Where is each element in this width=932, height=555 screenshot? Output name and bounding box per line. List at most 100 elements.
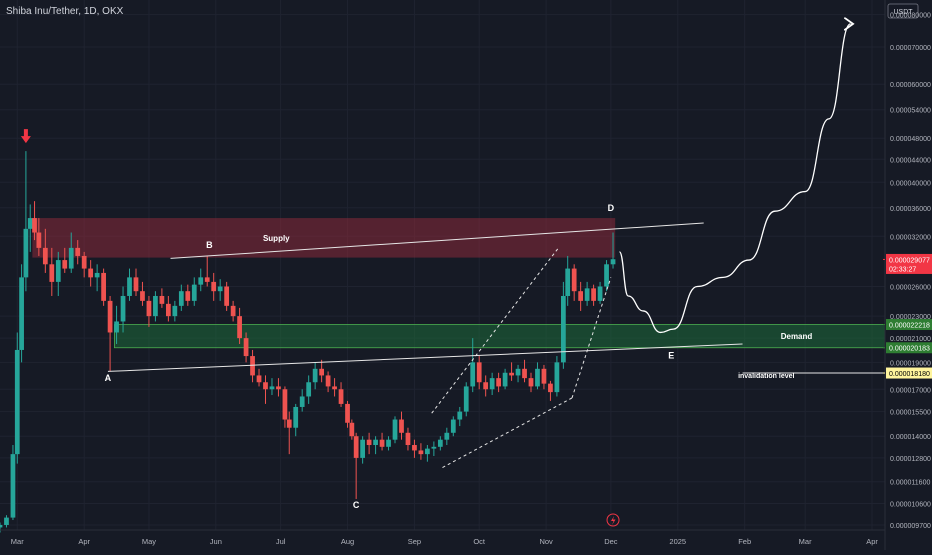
candle-body: [515, 368, 521, 376]
price-badge-label: 0.000029077: [889, 257, 930, 264]
candle-body: [250, 356, 255, 376]
candle-body: [483, 382, 489, 390]
channel-line: [442, 397, 573, 468]
candle-body: [386, 439, 391, 447]
x-tick-label: Nov: [539, 537, 553, 546]
point-label-d: D: [608, 203, 615, 213]
candle-body: [237, 316, 242, 339]
candle-body: [437, 439, 443, 447]
price-badge-label: 0.000022218: [889, 323, 930, 330]
lightning-icon: [606, 513, 620, 527]
candle-body: [349, 422, 355, 437]
candle-body: [353, 436, 359, 458]
y-tick-label: 0.000019000: [890, 360, 931, 367]
candle-body: [541, 368, 547, 384]
price-badge-label: 0.000018180: [889, 371, 930, 378]
trendlines: [107, 24, 885, 468]
candle-body: [14, 349, 20, 455]
candle-body: [489, 378, 495, 390]
candle-body: [373, 439, 378, 446]
candle-body: [425, 448, 430, 455]
price-badge: [886, 367, 932, 379]
candle-body: [107, 300, 113, 333]
projection-path: [618, 24, 851, 334]
candle-body: [312, 368, 318, 383]
y-tick-label: 0.000023000: [890, 314, 931, 321]
candle-body: [75, 247, 81, 256]
candle-body: [476, 362, 482, 383]
candle-body: [450, 419, 456, 433]
candle-body: [578, 291, 584, 301]
lower-trendline: [107, 343, 743, 372]
candle-body: [360, 439, 366, 458]
x-tick-label: Feb: [738, 537, 751, 546]
y-tick-label: 0.000032000: [890, 234, 931, 241]
candle-body: [554, 362, 560, 393]
candle-body: [610, 259, 616, 265]
x-tick-label: May: [142, 537, 156, 546]
demand-zone: [114, 324, 886, 349]
candle-body: [392, 419, 398, 440]
y-tick-label: 0.000048000: [890, 136, 931, 143]
y-tick-label: 0.000070000: [890, 45, 931, 52]
candle-body: [282, 389, 288, 420]
countdown-label: 02:33:27: [889, 266, 916, 273]
demand-zone-label: Demand: [781, 332, 813, 341]
price-badge: [886, 253, 932, 274]
y-tick-label: 0.000040000: [890, 180, 931, 187]
point-label-b: B: [206, 240, 213, 250]
candle-body: [509, 372, 514, 376]
candle-body: [604, 264, 609, 287]
candle-body: [405, 432, 411, 446]
candle-body: [153, 295, 158, 317]
candle-body: [42, 247, 48, 265]
candle-body: [133, 277, 139, 292]
x-tick-label: Oct: [473, 537, 486, 546]
candle-body: [159, 295, 165, 304]
x-tick-label: Jun: [210, 537, 222, 546]
candle-body: [127, 277, 132, 296]
currency-box: [887, 3, 919, 19]
candle-body: [32, 218, 37, 233]
supply-zone: [32, 218, 616, 258]
x-tick-label: Apr: [78, 537, 90, 546]
candle-body: [528, 378, 534, 387]
candle-body: [88, 268, 94, 278]
candle-body: [597, 286, 603, 301]
y-tick-label: 0.000011600: [890, 480, 930, 487]
candle-body: [306, 382, 312, 397]
candle-body: [463, 386, 469, 412]
candle-body: [345, 403, 350, 423]
candle-body: [338, 389, 344, 404]
y-tick-label: 0.000080000: [890, 13, 931, 20]
candle-body: [191, 284, 197, 301]
candle-body: [185, 291, 191, 301]
candle-body: [198, 277, 204, 285]
price-badge: [886, 342, 932, 354]
x-tick-label: 2025: [669, 537, 686, 546]
candle-body: [165, 303, 171, 317]
y-tick-label: 0.000054000: [890, 108, 931, 115]
candle-body: [584, 288, 590, 301]
candle-body: [172, 305, 178, 317]
candle-body: [591, 288, 596, 301]
candle-body: [332, 386, 337, 390]
peak-arrow-icon: [20, 129, 31, 144]
candle-body: [379, 439, 385, 447]
currency-label: USDT: [893, 9, 913, 16]
candle-body: [81, 255, 87, 269]
lightning-bolt: [611, 516, 616, 525]
candle-body: [325, 375, 331, 387]
candle-body: [36, 232, 42, 248]
candle-body: [55, 260, 61, 282]
candle-body: [217, 286, 223, 292]
candle-body: [0, 524, 3, 528]
candle-body: [571, 268, 577, 292]
candle-body: [263, 382, 268, 390]
candle-body: [10, 454, 16, 518]
candle-body: [522, 368, 527, 379]
